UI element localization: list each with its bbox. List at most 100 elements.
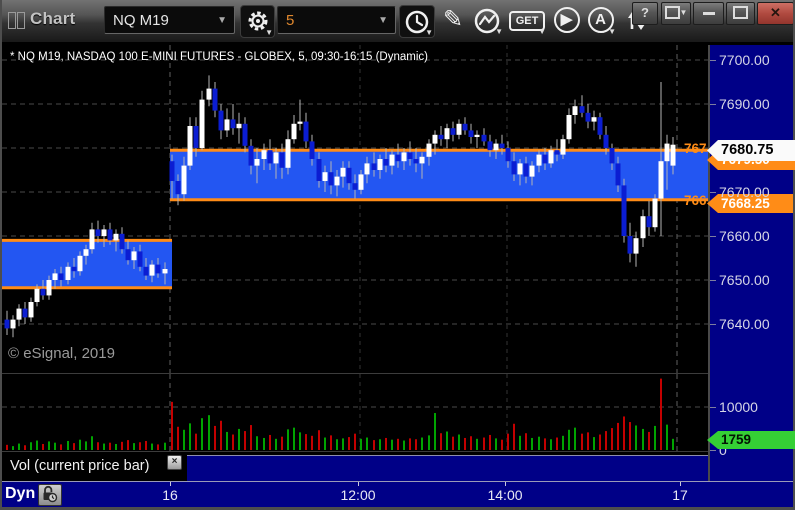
price-chart-pane[interactable] — [2, 45, 708, 375]
candle-body — [4, 319, 10, 329]
minimize-button[interactable] — [693, 2, 724, 25]
volume-bar — [635, 425, 637, 450]
volume-bar — [654, 425, 656, 450]
volume-bar — [18, 443, 20, 450]
volume-bar — [458, 434, 460, 450]
volume-bar — [519, 435, 521, 450]
candle-body — [107, 229, 113, 241]
volume-indicator-close-button[interactable]: × — [167, 455, 182, 470]
close-button[interactable]: ✕ — [757, 2, 794, 25]
candle-body — [16, 308, 22, 320]
candle-body — [212, 88, 218, 111]
close-icon: × — [171, 456, 178, 467]
candle-body — [609, 148, 615, 164]
candle-body — [487, 141, 493, 151]
candle-body — [579, 106, 585, 113]
volume-bar — [379, 439, 381, 450]
play-button[interactable]: ▶ — [550, 5, 583, 36]
price-axis-label: 7700.00 — [719, 52, 770, 68]
get-data-button[interactable]: GET ▼ — [507, 5, 547, 36]
candle-body — [119, 233, 125, 250]
candle-body — [511, 161, 517, 175]
volume-bar — [311, 435, 313, 450]
candle-body — [389, 154, 395, 166]
volume-bar — [623, 416, 625, 450]
annotation-button[interactable]: A ▼ — [584, 5, 617, 36]
volume-chart-pane[interactable] — [2, 374, 708, 452]
candle-body — [591, 117, 597, 122]
time-axis-label: 14:00 — [487, 487, 523, 503]
volume-bar — [54, 442, 56, 450]
candle-body — [474, 134, 480, 138]
candle-body — [523, 163, 529, 177]
help-button[interactable]: ? — [632, 2, 658, 25]
volume-bar — [397, 438, 399, 450]
price-axis[interactable]: 7679.50 7680.75 7668.25 1759 7700.007690… — [707, 45, 795, 481]
candle-body — [113, 233, 119, 241]
candle-body — [322, 172, 328, 182]
volume-bar — [157, 444, 159, 450]
volume-bar — [446, 431, 448, 450]
candle-body — [670, 144, 676, 166]
axis-tick — [710, 192, 716, 193]
price-axis-label: 7690.00 — [719, 96, 770, 112]
candle-body — [517, 163, 523, 175]
chevron-down-icon: ▼ — [217, 15, 227, 26]
candle-body — [346, 167, 352, 184]
line-study-button[interactable]: ▼ — [470, 5, 504, 36]
volume-bar — [281, 436, 283, 450]
candle-body — [328, 172, 334, 186]
volume-bar — [629, 422, 631, 450]
time-axis[interactable]: Dyn 16 12:00 14:00 17 — [2, 481, 793, 507]
time-axis-label: 17 — [672, 487, 688, 503]
candle-body — [456, 123, 462, 135]
volume-bar — [263, 437, 265, 450]
volume-bar — [151, 443, 153, 450]
candle-body — [572, 106, 578, 116]
candle-body — [181, 165, 187, 195]
last-price-badge: 7680.75 — [707, 140, 795, 161]
candle-body — [505, 148, 511, 162]
candle-body — [554, 150, 560, 155]
volume-bar — [593, 437, 595, 450]
volume-bar — [421, 437, 423, 450]
maximize-button[interactable] — [726, 2, 755, 25]
volume-bar — [587, 432, 589, 450]
axis-tick — [710, 450, 716, 451]
volume-bar — [208, 415, 210, 450]
volume-bar — [428, 435, 430, 450]
pane-divider[interactable] — [2, 373, 708, 374]
candle-body — [28, 302, 34, 318]
candle-body — [254, 159, 260, 166]
volume-bar — [464, 437, 466, 450]
draw-pencil-button[interactable]: ✎ — [437, 5, 469, 36]
window-border — [793, 0, 795, 510]
volume-bar — [666, 424, 668, 450]
volume-bar — [12, 446, 14, 450]
time-template-button[interactable]: ▼ — [399, 5, 435, 38]
candle-body — [175, 181, 181, 195]
clock-icon — [405, 10, 429, 34]
time-lock-button[interactable] — [38, 484, 62, 506]
candle-body — [309, 141, 315, 160]
candle-body — [316, 159, 322, 182]
candle-body — [149, 264, 155, 276]
candle-body — [352, 183, 358, 190]
volume-bar — [269, 434, 271, 450]
volume-bar — [164, 442, 166, 450]
candle-body — [419, 156, 425, 164]
popout-button[interactable]: ▼ — [661, 2, 691, 25]
candle-body — [34, 288, 40, 303]
settings-gear-button[interactable]: ▼ — [240, 5, 275, 38]
current-volume-badge: 1759 — [707, 431, 795, 449]
candle-body — [627, 236, 633, 254]
interval-dropdown[interactable]: 5 ▼ — [277, 6, 396, 34]
symbol-dropdown[interactable]: NQ M19 ▼ — [104, 6, 235, 34]
candle-body — [303, 121, 309, 142]
candle-body — [22, 308, 28, 318]
candle-body — [101, 229, 107, 237]
volume-bar — [599, 434, 601, 450]
chevron-down-icon: ▼ — [495, 27, 503, 36]
esignal-watermark: © eSignal, 2019 — [8, 345, 115, 362]
time-axis-tick — [680, 482, 681, 486]
